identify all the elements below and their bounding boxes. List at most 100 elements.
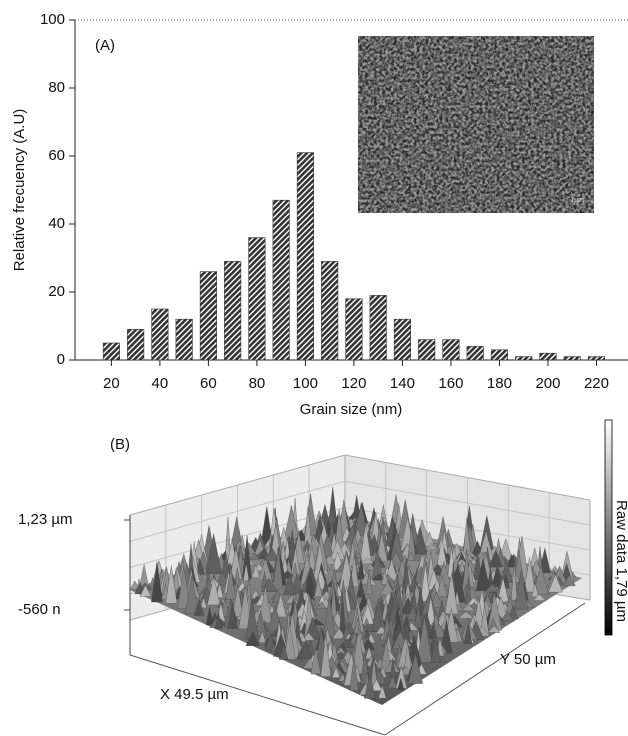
surface-peak [532, 565, 549, 595]
x-tick-label: 80 [249, 375, 266, 392]
x-tick-label: 160 [438, 375, 463, 392]
colorbar-label: Raw data 1,79 µm [613, 500, 628, 622]
surface-peak [302, 632, 316, 641]
bar [102, 342, 120, 361]
bar [321, 261, 339, 361]
surface-peak [407, 551, 415, 561]
surface-peak [562, 574, 576, 587]
surface-peak [274, 593, 287, 618]
surface-peak [316, 601, 327, 609]
surface-peak [463, 622, 473, 645]
bar [272, 199, 290, 361]
z-top-label: 1,23 µm [18, 511, 73, 528]
y-tick-label: 20 [48, 283, 65, 300]
surface-peak [432, 623, 446, 638]
bar [248, 237, 266, 361]
z-bottom-label: -560 n [18, 601, 61, 618]
surface-peak [548, 574, 563, 593]
surface-peak [378, 684, 387, 699]
bar [490, 349, 508, 361]
surface-peak [216, 583, 224, 598]
surface-peak [195, 560, 205, 575]
surface-peak [365, 569, 373, 595]
wall-grid-line [129, 480, 346, 542]
x-tick-label: 40 [152, 375, 169, 392]
x-axis-label: X 49.5 µm [160, 686, 229, 703]
bar [151, 308, 169, 361]
surface-3d: (B) 1,23 µm -560 n X 49.5 µm Y 50 µm Raw… [18, 419, 628, 736]
bar [175, 318, 193, 361]
surface-peak [500, 611, 515, 622]
surface-peak [370, 679, 383, 691]
bar [369, 295, 387, 361]
surface-peak [532, 593, 547, 601]
surface-peak [193, 598, 205, 616]
bar [442, 339, 460, 361]
x-tick-label: 140 [390, 375, 415, 392]
surface-peak [531, 582, 539, 597]
x-axis-label: Grain size (nm) [300, 401, 403, 418]
surface-peak [320, 634, 332, 677]
histogram: (A) Grain size (nm) Relative frecuency (… [11, 11, 628, 418]
surface-peak [214, 612, 223, 630]
surface-peak [258, 630, 267, 643]
surface-peak [397, 677, 405, 690]
surface-peak [364, 646, 374, 660]
surface-peak [314, 577, 323, 598]
surface-peak [310, 647, 321, 675]
surface-peak [357, 557, 365, 580]
bar [466, 346, 484, 361]
surface-peak [265, 547, 280, 561]
x-tick-label: 180 [487, 375, 512, 392]
surface-peak [254, 610, 267, 637]
surface-peak [184, 576, 200, 614]
surface-peak [349, 657, 359, 691]
surface-peak [272, 547, 284, 590]
y-tick-label: 80 [48, 79, 65, 96]
surface-peak [430, 591, 443, 608]
x-tick-label: 200 [535, 375, 560, 392]
surface-peak [407, 652, 423, 684]
surface-peak [151, 561, 163, 603]
surface-peak [232, 585, 244, 618]
colorbar [604, 419, 613, 636]
surface-peak [488, 549, 503, 568]
y-tick-label: 60 [48, 147, 65, 164]
surface-peak [291, 573, 302, 594]
bar [587, 356, 606, 361]
y-axis [384, 602, 586, 736]
surface-peak [139, 584, 152, 597]
y-axis-label: Relative frecuency (A.U) [11, 109, 28, 272]
surface-peak [413, 526, 428, 555]
x-tick-label: 20 [103, 375, 120, 392]
bar [127, 329, 145, 361]
surface-peak [251, 563, 260, 578]
surface-peak [436, 575, 448, 597]
surface-peak [497, 577, 509, 603]
surface-peak [356, 579, 366, 598]
sem-texture [358, 36, 594, 213]
surface-peak [364, 675, 376, 699]
surface-peak [134, 581, 146, 594]
x-tick-label: 220 [584, 375, 609, 392]
surface-peak [387, 675, 398, 689]
surface-peak [381, 569, 389, 585]
x-axis [129, 654, 386, 736]
bar [393, 318, 411, 361]
bar [345, 298, 363, 361]
surface-peak [238, 585, 253, 629]
surface-peak [420, 563, 431, 602]
bar [515, 356, 533, 361]
surface-peak [406, 604, 419, 621]
surface-peak [430, 632, 441, 663]
surface-peak [436, 537, 447, 566]
surface-peak [205, 533, 222, 575]
scale-bar-label: 1µm [570, 197, 584, 204]
y-tick-label: 0 [57, 351, 65, 368]
bar [539, 352, 557, 361]
surface-peak [200, 596, 208, 609]
surface-peak [245, 631, 260, 646]
surface [130, 486, 582, 705]
surface-peak [469, 601, 479, 609]
surface-peak [282, 572, 297, 596]
